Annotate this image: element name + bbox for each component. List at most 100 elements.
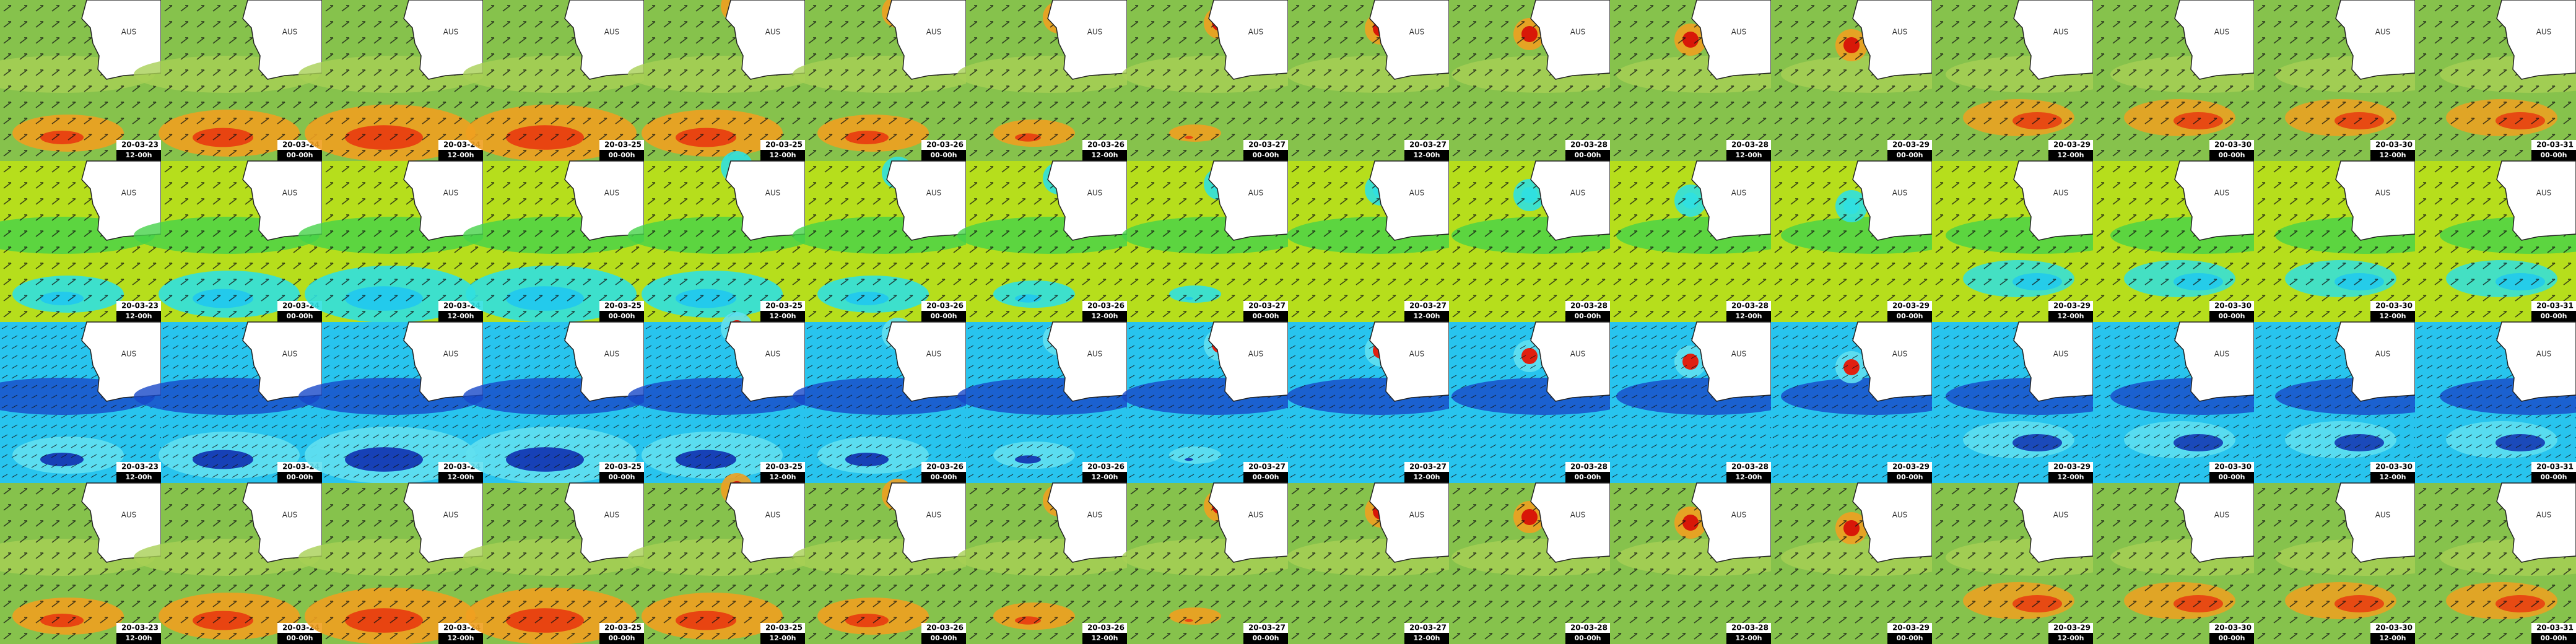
frame-date: 20-03-27 <box>1248 463 1286 471</box>
date-box <box>1726 623 1771 633</box>
map-tile: AUS 20-03-26 12-00h <box>957 160 1143 322</box>
map-tile: AUS 20-03-30 12-00h <box>2254 321 2461 483</box>
map-label: AUS <box>2375 28 2391 37</box>
date-box <box>1726 140 1771 150</box>
time-box <box>2209 633 2254 644</box>
map-tile: AUS 20-03-23 12-00h <box>0 321 162 483</box>
frame-time: 00-00h <box>930 312 957 320</box>
frame-time: 00-00h <box>1574 312 1601 320</box>
date-box <box>2209 140 2254 150</box>
map-tile: AUS 20-03-30 00-00h <box>2093 0 2296 161</box>
time-box <box>1082 311 1127 322</box>
map-label: AUS <box>282 350 298 359</box>
frame-time: 12-00h <box>769 312 796 320</box>
frame-date: 20-03-25 <box>765 463 803 471</box>
map-tile: AUS 20-03-23 12-00h <box>0 482 162 644</box>
time-box <box>1404 633 1449 644</box>
frame-date: 20-03-29 <box>2053 302 2091 310</box>
map-label: AUS <box>926 189 942 198</box>
date-box <box>116 462 161 472</box>
date-box <box>1082 140 1127 150</box>
date-box <box>116 623 161 633</box>
map-tile: AUS 20-03-25 12-00h <box>628 473 814 644</box>
map-label: AUS <box>604 28 620 37</box>
map-label: AUS <box>121 511 137 520</box>
date-box <box>2209 301 2254 311</box>
map-tile: AUS 20-03-27 12-00h <box>1287 482 1473 644</box>
frame-date: 20-03-30 <box>2375 141 2413 149</box>
date-box <box>760 462 805 472</box>
time-box <box>760 633 805 644</box>
map-label: AUS <box>1892 28 1908 37</box>
time-box <box>1565 150 1610 161</box>
frame-time: 12-00h <box>125 151 152 159</box>
frame-time: 12-00h <box>1091 151 1118 159</box>
map-label: AUS <box>1731 189 1747 198</box>
time-box <box>2048 150 2093 161</box>
time-box <box>760 472 805 483</box>
frame-time: 12-00h <box>1735 312 1762 320</box>
date-box <box>2531 301 2576 311</box>
frame-time: 00-00h <box>930 473 957 481</box>
frame-time: 12-00h <box>1413 312 1440 320</box>
map-label: AUS <box>926 511 942 520</box>
map-tile: AUS 20-03-26 00-00h <box>793 479 978 644</box>
frame-date: 20-03-26 <box>926 141 964 149</box>
frame-time: 00-00h <box>2218 634 2245 642</box>
frame-date: 20-03-31 <box>2536 141 2574 149</box>
map-label: AUS <box>443 28 459 37</box>
time-box <box>599 633 644 644</box>
frame-time: 00-00h <box>2540 151 2567 159</box>
time-box <box>599 150 644 161</box>
date-box <box>1243 623 1288 633</box>
time-box <box>1082 150 1127 161</box>
map-label: AUS <box>1731 28 1747 37</box>
date-box <box>921 140 966 150</box>
frame-time: 12-00h <box>1413 634 1440 642</box>
time-box <box>1404 150 1449 161</box>
time-box <box>2370 150 2415 161</box>
time-box <box>2370 472 2415 483</box>
date-box <box>116 140 161 150</box>
frame-time: 00-00h <box>286 634 313 642</box>
map-label: AUS <box>1409 350 1425 359</box>
frame-time: 00-00h <box>286 312 313 320</box>
time-box <box>2209 150 2254 161</box>
frame-date: 20-03-27 <box>1248 302 1286 310</box>
map-label: AUS <box>1892 350 1908 359</box>
map-label: AUS <box>1087 189 1103 198</box>
map-tile: AUS 20-03-27 00-00h <box>1122 160 1308 322</box>
time-box <box>2531 472 2576 483</box>
frame-date: 20-03-23 <box>121 302 159 310</box>
map-tile: AUS 20-03-27 00-00h <box>1122 482 1308 644</box>
map-label: AUS <box>121 189 137 198</box>
frame-time: 00-00h <box>1252 151 1279 159</box>
map-tile: AUS 20-03-30 12-00h <box>2254 482 2461 644</box>
frame-date: 20-03-28 <box>1570 141 1608 149</box>
frame-time: 12-00h <box>125 473 152 481</box>
time-box <box>1243 150 1288 161</box>
frame-date: 20-03-31 <box>2536 463 2574 471</box>
frame-time: 00-00h <box>930 634 957 642</box>
map-label: AUS <box>1731 350 1747 359</box>
date-box <box>2531 140 2576 150</box>
time-box <box>1082 633 1127 644</box>
map-tile: AUS 20-03-30 12-00h <box>2254 0 2461 161</box>
date-box <box>1404 462 1449 472</box>
map-label: AUS <box>2214 511 2230 520</box>
time-box <box>921 311 966 322</box>
frame-time: 00-00h <box>1252 473 1279 481</box>
frame-time: 12-00h <box>1735 473 1762 481</box>
time-box <box>2048 633 2093 644</box>
date-box <box>1565 301 1610 311</box>
frame-date: 20-03-29 <box>1892 302 1930 310</box>
map-label: AUS <box>765 189 781 198</box>
time-box <box>760 150 805 161</box>
map-tile: AUS 20-03-31 00-00h <box>2415 321 2576 483</box>
map-label: AUS <box>2214 189 2230 198</box>
frame-time: 00-00h <box>608 634 635 642</box>
time-box <box>438 633 483 644</box>
